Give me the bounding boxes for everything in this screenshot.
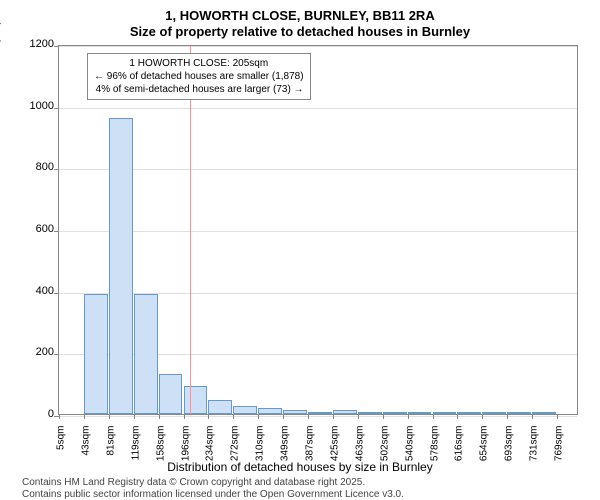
y-tick (54, 293, 59, 294)
y-tick (54, 108, 59, 109)
histogram-bar (283, 410, 307, 414)
footer-copyright-1: Contains HM Land Registry data © Crown c… (22, 477, 365, 488)
x-tick (208, 414, 209, 419)
reference-line (190, 46, 191, 414)
x-tick-label: 310sqm (255, 426, 266, 476)
gridline (59, 108, 577, 109)
x-tick-label: 43sqm (80, 426, 91, 476)
x-tick-label: 731sqm (529, 426, 540, 476)
annotation-line: 1 HOWORTH CLOSE: 205sqm (94, 57, 304, 70)
histogram-bar (408, 412, 432, 414)
gridline (59, 231, 577, 232)
x-tick-label: 693sqm (504, 426, 515, 476)
x-tick-label: 540sqm (404, 426, 415, 476)
y-tick (54, 231, 59, 232)
histogram-bar (383, 412, 407, 414)
y-tick-label: 800 (14, 161, 54, 173)
x-tick-label: 769sqm (554, 426, 565, 476)
x-tick (84, 414, 85, 419)
x-tick (134, 414, 135, 419)
gridline (59, 169, 577, 170)
y-tick (54, 46, 59, 47)
x-tick-label: 463sqm (354, 426, 365, 476)
x-tick-label: 272sqm (230, 426, 241, 476)
x-tick-label: 502sqm (379, 426, 390, 476)
x-tick (482, 414, 483, 419)
x-tick (258, 414, 259, 419)
x-tick (433, 414, 434, 419)
gridline (59, 46, 577, 47)
histogram-bar (333, 410, 357, 414)
histogram-bar (134, 294, 158, 414)
histogram-bar (109, 118, 133, 414)
x-tick (557, 414, 558, 419)
histogram-bar (457, 412, 481, 414)
x-tick-label: 119sqm (130, 426, 141, 476)
x-tick (333, 414, 334, 419)
annotation-box: 1 HOWORTH CLOSE: 205sqm← 96% of detached… (87, 53, 311, 100)
x-tick-label: 349sqm (280, 426, 291, 476)
annotation-line: ← 96% of detached houses are smaller (1,… (94, 70, 304, 83)
histogram-bar (532, 412, 556, 414)
x-tick (109, 414, 110, 419)
x-tick-label: 654sqm (479, 426, 490, 476)
x-tick (358, 414, 359, 419)
y-tick-label: 400 (14, 285, 54, 297)
y-tick-label: 1000 (14, 100, 54, 112)
x-tick-label: 5sqm (56, 426, 67, 476)
x-tick (408, 414, 409, 419)
histogram-bar (208, 400, 232, 414)
y-tick-label: 600 (14, 223, 54, 235)
x-tick (532, 414, 533, 419)
histogram-bar (233, 406, 257, 414)
y-tick-label: 200 (14, 346, 54, 358)
x-tick (159, 414, 160, 419)
plot-area: 1 HOWORTH CLOSE: 205sqm← 96% of detached… (58, 45, 578, 415)
y-tick-label: 0 (14, 408, 54, 420)
x-tick-label: 196sqm (180, 426, 191, 476)
annotation-line: 4% of semi-detached houses are larger (7… (94, 83, 304, 96)
y-tick-label: 1200 (14, 38, 54, 50)
x-tick (507, 414, 508, 419)
x-tick-label: 234sqm (205, 426, 216, 476)
histogram-bar (84, 294, 108, 414)
y-tick (54, 354, 59, 355)
histogram-bar (507, 412, 531, 414)
chart-title-1: 1, HOWORTH CLOSE, BURNLEY, BB11 2RA (0, 8, 600, 23)
histogram-bar (184, 386, 208, 414)
chart-title-2: Size of property relative to detached ho… (0, 24, 600, 39)
histogram-bar (433, 412, 457, 414)
x-tick (457, 414, 458, 419)
histogram-bar (159, 374, 183, 414)
x-tick-label: 578sqm (429, 426, 440, 476)
histogram-bar (482, 412, 506, 414)
x-tick-label: 158sqm (155, 426, 166, 476)
histogram-bar (258, 408, 282, 414)
x-tick-label: 616sqm (454, 426, 465, 476)
x-tick (383, 414, 384, 419)
footer-copyright-2: Contains public sector information licen… (22, 489, 404, 500)
x-tick-label: 387sqm (305, 426, 316, 476)
x-tick (184, 414, 185, 419)
x-tick (308, 414, 309, 419)
x-tick-label: 425sqm (329, 426, 340, 476)
histogram-bar (308, 412, 332, 414)
x-tick (233, 414, 234, 419)
x-tick (283, 414, 284, 419)
histogram-bar (358, 412, 382, 414)
x-tick-label: 81sqm (105, 426, 116, 476)
gridline (59, 416, 577, 417)
y-axis-label: Number of detached properties (0, 0, 1, 154)
y-tick (54, 169, 59, 170)
x-tick (59, 414, 60, 419)
